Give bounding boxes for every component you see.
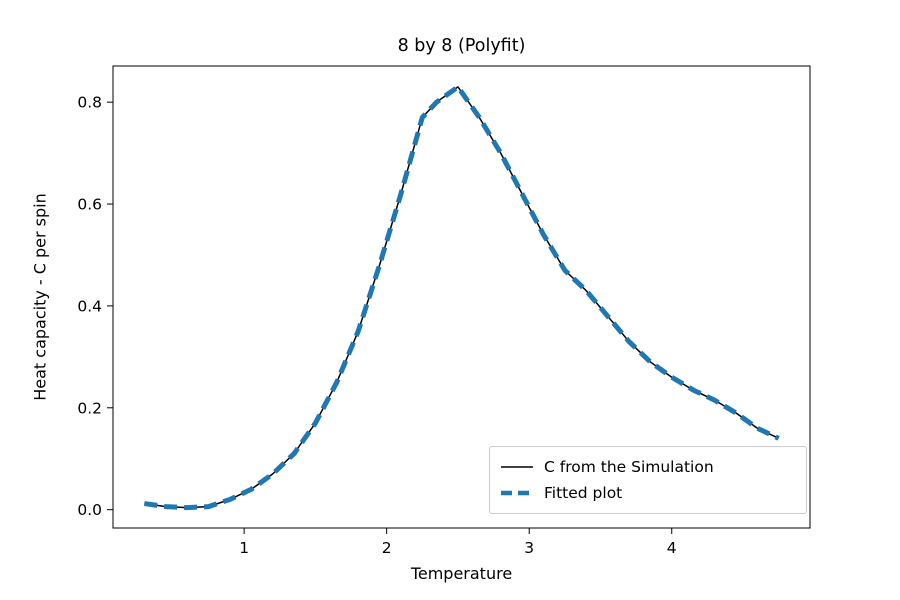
- x-tick-label: 2: [382, 539, 392, 557]
- legend-label-fitted: Fitted plot: [544, 484, 623, 502]
- y-tick-label: 0.4: [77, 297, 102, 315]
- series-line-1: [144, 84, 780, 511]
- axes-frame: [112, 65, 811, 529]
- y-axis-label: Heat capacity - C per spin: [30, 193, 50, 401]
- legend-line-solid-icon: [501, 466, 533, 468]
- x-axis-label: Temperature: [410, 564, 513, 583]
- legend-line-dashed-icon: [501, 490, 533, 496]
- legend-entry-fitted: Fitted plot: [500, 480, 796, 506]
- x-tick-label: 3: [524, 539, 534, 557]
- legend-label-simulation: C from the Simulation: [544, 458, 714, 476]
- y-tick-label: 0.2: [77, 399, 102, 417]
- legend-entry-simulation: C from the Simulation: [500, 454, 796, 480]
- y-tick-label: 0.8: [77, 94, 102, 112]
- x-tick-label: 1: [239, 539, 249, 557]
- legend: C from the Simulation Fitted plot: [489, 446, 807, 514]
- x-tick-label: 4: [667, 539, 677, 557]
- y-tick-label: 0.0: [77, 501, 102, 519]
- chart-title: 8 by 8 (Polyfit): [397, 36, 526, 56]
- y-tick-label: 0.6: [77, 196, 102, 214]
- series-line-0: [144, 86, 779, 509]
